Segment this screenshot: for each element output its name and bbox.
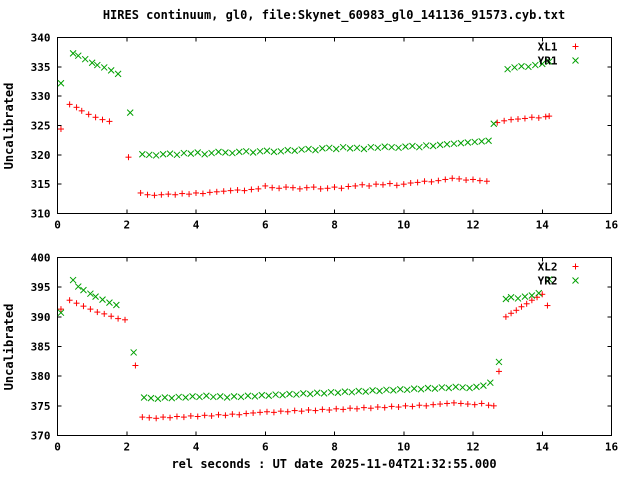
legend-marker-XL1: [572, 43, 579, 50]
bottom-y-axis-label: Uncalibrated: [2, 304, 16, 391]
y-tick-label: 385: [31, 341, 51, 354]
y-tick-label: 340: [31, 32, 51, 45]
x-tick-label: 6: [262, 441, 269, 454]
y-tick-label: 330: [31, 90, 51, 103]
y-tick-label: 395: [31, 281, 51, 294]
x-tick-label: 14: [536, 441, 550, 454]
legend-marker-XL2: [572, 263, 579, 270]
legend-label-YR1: YR1: [538, 55, 558, 68]
series-YR2-points: [57, 276, 553, 403]
x-tick-label: 10: [397, 441, 410, 454]
legend-marker-YR1: [572, 57, 579, 64]
y-tick-label: 315: [31, 178, 51, 191]
x-tick-label: 12: [466, 219, 479, 232]
x-tick-label: 14: [536, 219, 550, 232]
legend-label-XL2: XL2: [538, 261, 558, 274]
x-tick-label: 0: [54, 219, 61, 232]
y-tick-label: 320: [31, 149, 51, 162]
series-YR1-points: [57, 49, 553, 159]
x-tick-label: 16: [605, 441, 619, 454]
x-tick-label: 0: [54, 441, 61, 454]
x-tick-label: 10: [397, 219, 410, 232]
y-tick-label: 375: [31, 400, 51, 413]
x-tick-label: 4: [193, 219, 200, 232]
legend-label-YR2: YR2: [538, 275, 558, 288]
x-tick-label: 16: [605, 219, 619, 232]
x-tick-label: 8: [331, 219, 338, 232]
y-tick-label: 335: [31, 61, 51, 74]
x-tick-label: 12: [466, 441, 479, 454]
x-tick-label: 8: [331, 441, 338, 454]
legend-label-XL1: XL1: [538, 41, 558, 54]
x-tick-label: 6: [262, 219, 269, 232]
y-tick-label: 310: [31, 208, 51, 221]
y-tick-label: 325: [31, 120, 51, 133]
y-tick-label: 380: [31, 370, 51, 383]
x-axis-label: rel seconds : UT date 2025-11-04T21:32:5…: [171, 457, 496, 471]
y-tick-label: 370: [31, 430, 51, 443]
x-tick-label: 2: [123, 441, 130, 454]
legend-marker-YR2: [572, 277, 579, 284]
series-XL2-points: [57, 291, 551, 422]
series-XL1-points: [57, 101, 553, 199]
x-tick-label: 4: [193, 441, 200, 454]
top-y-axis-label: Uncalibrated: [2, 83, 16, 170]
chart-title: HIRES continuum, gl0, file:Skynet_60983_…: [103, 8, 565, 23]
y-tick-label: 390: [31, 311, 51, 324]
x-tick-label: 2: [123, 219, 130, 232]
y-tick-label: 400: [31, 252, 51, 265]
